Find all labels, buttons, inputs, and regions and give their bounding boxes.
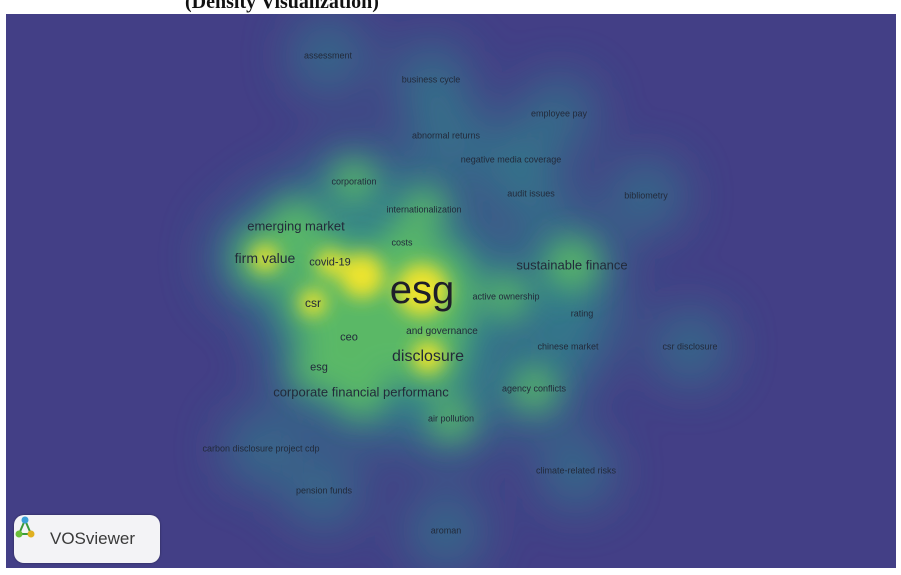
density-heat-layer bbox=[215, 24, 722, 563]
density-blob bbox=[292, 459, 356, 523]
term-label-sustainable-finance[interactable]: sustainable finance bbox=[516, 257, 628, 273]
density-map[interactable]: assessment business cycle employee pay abno… bbox=[6, 14, 896, 568]
term-label-abnormal-returns[interactable]: abnormal returns bbox=[411, 130, 481, 141]
map-caption: (Density Visualization) bbox=[185, 0, 379, 13]
term-label-emerging-market[interactable]: emerging market bbox=[247, 218, 345, 234]
vosviewer-network-icon bbox=[15, 516, 35, 538]
term-label-bibliometry[interactable]: bibliometry bbox=[624, 190, 668, 201]
term-label-internationalization[interactable]: internationalization bbox=[386, 204, 462, 215]
density-blob bbox=[412, 341, 444, 373]
term-label-csr[interactable]: csr bbox=[305, 296, 321, 310]
vosviewer-logo-badge: VOSviewer bbox=[14, 515, 160, 563]
term-label-audit-issues[interactable]: audit issues bbox=[507, 188, 555, 199]
density-blob bbox=[499, 162, 563, 226]
term-label-disclosure[interactable]: disclosure bbox=[391, 348, 465, 365]
density-blob bbox=[484, 275, 528, 319]
density-blob bbox=[402, 188, 446, 232]
term-label-assessment[interactable]: assessment bbox=[303, 50, 353, 61]
term-label-esg[interactable]: esg bbox=[389, 268, 455, 312]
term-label-aroman[interactable]: aroman bbox=[430, 525, 462, 536]
term-label-esg-2[interactable]: esg bbox=[310, 361, 328, 374]
density-blob bbox=[252, 245, 278, 271]
term-label-chinese-market[interactable]: chinese market bbox=[537, 341, 599, 352]
density-blob bbox=[414, 499, 478, 563]
term-label-pension-funds[interactable]: pension funds bbox=[295, 485, 353, 496]
density-blob bbox=[658, 315, 722, 379]
term-label-business-cycle[interactable]: business cycle bbox=[401, 74, 461, 85]
term-label-rating[interactable]: rating bbox=[570, 308, 594, 319]
term-label-costs[interactable]: costs bbox=[391, 237, 413, 248]
density-blob bbox=[396, 264, 448, 316]
term-label-climate-related-risks[interactable]: climate-related risks bbox=[535, 465, 617, 476]
term-label-corporate-financial-performance[interactable]: corporate financial performanc bbox=[273, 384, 449, 400]
density-blob bbox=[332, 160, 376, 204]
density-blob bbox=[512, 367, 556, 411]
term-label-firm-value[interactable]: firm value bbox=[234, 250, 296, 266]
term-label-employee-pay[interactable]: employee pay bbox=[530, 108, 588, 119]
term-label-negative-media-coverage[interactable]: negative media coverage bbox=[460, 154, 562, 165]
density-blob bbox=[340, 254, 384, 298]
term-label-air-pollution[interactable]: air pollution bbox=[427, 413, 475, 424]
density-blob bbox=[614, 164, 678, 228]
top-strip: (Density Visualization) bbox=[0, 0, 901, 14]
density-blob bbox=[414, 104, 478, 168]
logo-text: VOSviewer bbox=[50, 529, 136, 548]
density-blob bbox=[399, 48, 463, 112]
density-blob bbox=[527, 82, 591, 146]
density-blob bbox=[229, 417, 293, 481]
density-blob bbox=[317, 250, 343, 276]
term-label-covid-19[interactable]: covid-19 bbox=[309, 256, 351, 269]
density-blob bbox=[546, 239, 598, 291]
term-label-corporation[interactable]: corporation bbox=[331, 176, 377, 187]
term-label-carbon-disclosure-project-cdp[interactable]: carbon disclosure project cdp bbox=[202, 443, 320, 454]
term-label-agency-conflicts[interactable]: agency conflicts bbox=[501, 383, 567, 394]
density-blob bbox=[429, 397, 473, 441]
term-label-csr-disclosure[interactable]: csr disclosure bbox=[662, 341, 718, 352]
term-label-ceo[interactable]: ceo bbox=[340, 331, 358, 344]
term-label-and-governance[interactable]: and governance bbox=[406, 326, 478, 337]
term-label-active-ownership[interactable]: active ownership bbox=[472, 291, 540, 302]
density-blob bbox=[544, 439, 608, 503]
density-blob bbox=[296, 24, 360, 88]
density-blob bbox=[300, 290, 326, 316]
